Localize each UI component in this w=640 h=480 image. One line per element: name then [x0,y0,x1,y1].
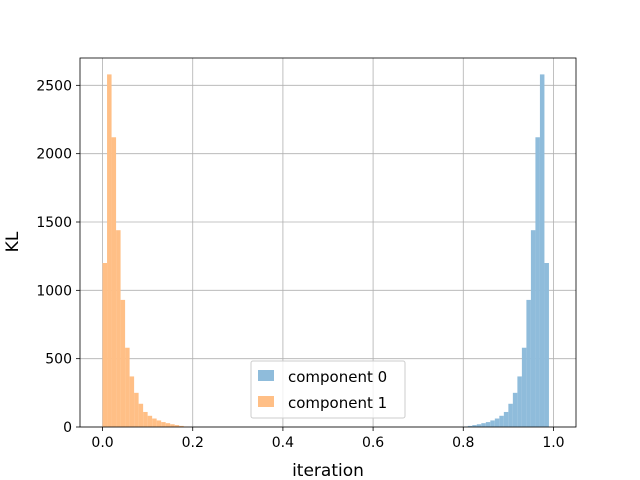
plot-frame [79,57,577,428]
bar-component-0 [539,74,545,428]
bar-component-1 [111,137,117,427]
x-tick-label: 0.6 [362,435,384,451]
bar-component-1 [143,411,148,427]
bar-component-1 [156,420,162,427]
x-tick-label: 0.8 [452,435,474,451]
bar-component-1 [170,424,175,427]
bar-component-0 [508,403,513,427]
bar-component-0 [517,376,522,427]
y-axis-label: KL [3,231,23,252]
bar-component-0 [472,425,477,427]
x-tick-label: 0.4 [272,435,294,451]
bar-component-1 [116,230,121,427]
legend-label-component-1: component 1 [288,394,387,412]
y-tick-label: 2500 [36,78,72,94]
bar-component-1 [102,263,108,427]
bar-component-1 [120,299,126,427]
bar-component-1 [161,422,166,427]
bar-component-0 [544,263,549,427]
bar-component-0 [467,425,473,427]
bar-component-1 [174,425,180,427]
bar-component-1 [129,376,135,427]
bar-component-0 [485,422,491,427]
y-tick-label: 500 [45,352,72,368]
y-tick-label: 2000 [36,147,72,163]
legend-box [250,360,406,419]
legend-label-component-0: component 0 [288,368,387,386]
bar-component-1 [152,418,157,427]
bar-component-0 [512,392,518,427]
x-tick-label: 0.0 [91,435,113,451]
bar-component-1 [147,415,153,427]
bar-component-0 [476,424,482,427]
bar-component-0 [499,415,504,427]
legend: component 0 component 1 [250,360,406,419]
bar-component-0 [526,299,531,427]
x-tick-label: 0.2 [182,435,204,451]
y-tick-label: 1500 [36,215,72,231]
x-axis-label: iteration [292,461,364,480]
bar-component-0 [490,420,495,427]
bar-component-0 [503,411,509,427]
bar-component-1 [125,347,130,427]
legend-swatch-component-1 [258,396,274,407]
bar-component-0 [494,418,500,427]
bar-component-1 [107,74,112,428]
bar-component-1 [165,423,171,427]
bar-component-0 [530,230,536,427]
bar-component-1 [179,425,184,427]
bar-component-0 [521,347,527,427]
bar-component-0 [535,137,540,427]
x-axis-ticks: 0.0 0.2 0.4 0.6 0.8 1.0 [91,427,565,451]
y-tick-label: 1000 [36,283,72,299]
bar-component-0 [481,423,486,427]
bar-component-1 [138,403,144,427]
histogram-bars [102,74,549,428]
y-tick-label: 0 [63,420,72,436]
y-axis-ticks: 0 500 1000 1500 2000 2500 [36,78,80,436]
bar-component-1 [134,392,139,427]
legend-swatch-component-0 [258,370,274,381]
x-tick-label: 1.0 [542,435,564,451]
